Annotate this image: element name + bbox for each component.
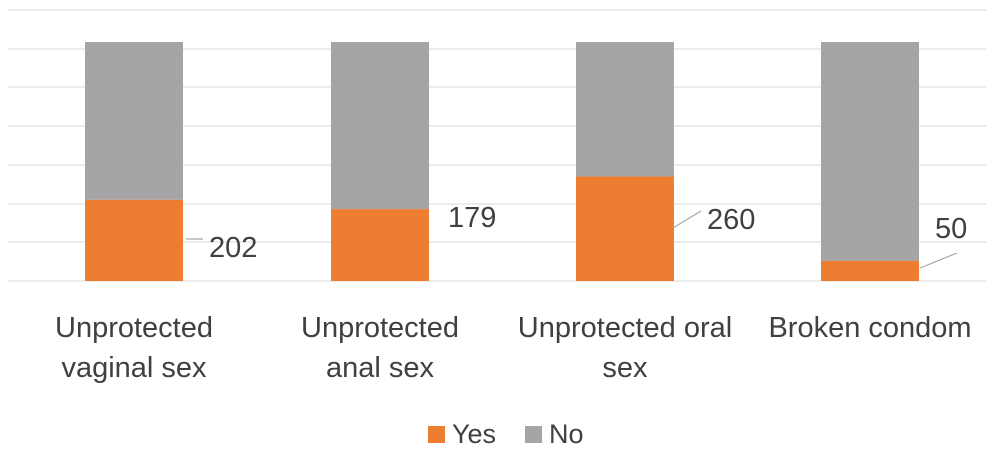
bar-no	[576, 42, 674, 177]
category-label: Unprotected	[301, 312, 459, 344]
data-label: 50	[935, 213, 967, 245]
bar-yes	[331, 209, 429, 281]
category-label: Broken condom	[768, 312, 971, 344]
data-label: 260	[707, 204, 755, 236]
legend-swatch	[428, 426, 445, 443]
category-label: vaginal sex	[61, 352, 207, 384]
legend-swatch	[525, 426, 542, 443]
data-label: 179	[448, 202, 496, 234]
bar-yes	[821, 260, 919, 281]
category-label: Unprotected	[55, 312, 213, 344]
category-label: Unprotected oral	[518, 312, 732, 344]
data-label: 202	[209, 232, 257, 264]
bar-yes	[576, 176, 674, 281]
category-label: sex	[602, 352, 648, 384]
category-label: anal sex	[326, 352, 435, 384]
bar-no	[821, 42, 919, 261]
bar-no	[331, 42, 429, 210]
bar-yes	[85, 199, 183, 281]
leader-line	[919, 252, 958, 269]
legend-label: No	[549, 419, 584, 449]
legend-label: Yes	[452, 419, 496, 449]
leader-line	[672, 210, 702, 229]
bar-no	[85, 42, 183, 200]
